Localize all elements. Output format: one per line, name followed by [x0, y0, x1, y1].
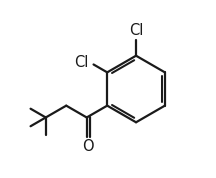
Text: O: O — [82, 139, 94, 154]
Text: Cl: Cl — [74, 55, 89, 70]
Text: Cl: Cl — [129, 23, 143, 38]
